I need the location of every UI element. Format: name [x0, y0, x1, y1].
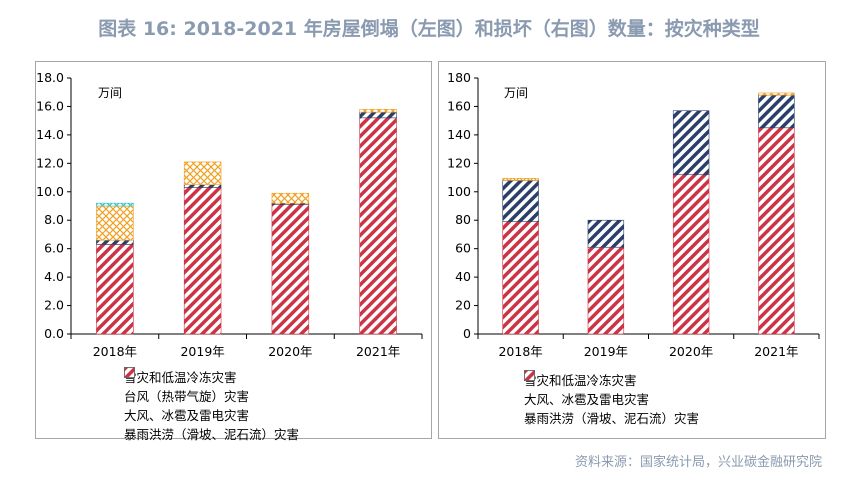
bar-segment-wind_ice	[587, 219, 625, 248]
x-tick-label: 2021年	[754, 344, 798, 359]
y-tick-label: 2.0	[44, 298, 64, 313]
x-tick-label: 2021年	[356, 344, 400, 359]
legend-item-rain: 暴雨洪涝（滑坡、泥石流）灾害	[524, 370, 700, 427]
right-unit-label: 万间	[504, 86, 529, 100]
bar-segment-rain	[359, 117, 397, 335]
y-tick-label: 16.0	[36, 98, 64, 113]
y-tick-label: 180	[447, 70, 471, 85]
left-chart-panel: 0.0 2.0 4.0 6.0 8.0 10.0 12.0 14.0 16.0 18.0 2018年…	[35, 61, 432, 442]
bar-segment-wind_ice	[502, 180, 539, 222]
legend-swatch-rain	[124, 367, 135, 378]
y-tick-label: 140	[447, 127, 471, 142]
bar-segment-rain	[502, 221, 539, 335]
bar-segment-wind_ice	[758, 94, 795, 129]
right-chart-svg: 0 20 40 60 80 100 120 140 160 180 2018年 2019年 2020年 2…	[447, 70, 820, 359]
legend-item-wind_ice: 大风、冰雹及雷电灾害	[124, 367, 299, 424]
right-chart-panel: 0 20 40 60 80 100 120 140 160 180 2018年 2019年 2020年 2…	[438, 61, 826, 439]
legend-swatch-fill	[124, 367, 135, 378]
bar-segment-typhoon	[183, 161, 222, 185]
y-tick-label: 40	[455, 269, 471, 284]
y-tick-label: 12.0	[36, 155, 64, 170]
legend-item-wind_ice: 大风、冰雹及雷电灾害	[524, 370, 699, 408]
y-tick-label: 4.0	[44, 269, 64, 284]
bar-segment-wind_ice	[359, 111, 397, 119]
y-tick-label: 60	[455, 241, 471, 256]
y-tick-label: 100	[447, 184, 471, 199]
x-tick-label: 2020年	[268, 344, 312, 359]
bar-segment-rain	[183, 187, 222, 335]
bar-segment-wind_ice	[96, 239, 134, 245]
y-tick-label: 14.0	[36, 127, 64, 142]
y-tick-label: 8.0	[44, 212, 64, 227]
y-tick-label: 160	[447, 98, 471, 113]
bar-segment-wind_ice	[183, 184, 222, 188]
y-tick-label: 0.0	[44, 326, 64, 341]
bar-segment-snow	[96, 202, 134, 207]
x-tick-label: 2018年	[93, 344, 137, 359]
bar-segment-rain	[672, 174, 710, 335]
legend-label: 大风、冰雹及雷电灾害	[124, 408, 250, 423]
left-chart-svg: 0.0 2.0 4.0 6.0 8.0 10.0 12.0 14.0 16.0 18.0 2018年…	[36, 70, 423, 359]
legend-item-typhoon: 台风（热带气旋）灾害	[124, 367, 299, 405]
y-tick-label: 18.0	[36, 70, 64, 85]
bar-segment-wind_ice	[672, 110, 710, 176]
y-tick-label: 6.0	[44, 241, 64, 256]
x-tick-label: 2020年	[669, 344, 713, 359]
left-legend: 雪灾和低温冷冻灾害 台风（热带气旋）灾害 大风、冰雹及雷电灾害暴雨洪涝（滑坡、泥石流…	[124, 367, 299, 443]
right-legend: 雪灾和低温冷冻灾害 大风、冰雹及雷电灾害暴雨洪涝（滑坡、泥石流）灾害	[524, 370, 699, 427]
legend-swatch-fill	[524, 370, 535, 381]
chart-title: 图表 16: 2018-2021 年房屋倒塌（左图）和损坏（右图）数量：按灾种类…	[98, 18, 760, 40]
legend-item-snow: 雪灾和低温冷冻灾害	[124, 367, 299, 386]
legend-item-rain: 暴雨洪涝（滑坡、泥石流）灾害	[124, 367, 300, 443]
legend-label: 台风（热带气旋）灾害	[124, 389, 250, 404]
x-tick-label: 2018年	[498, 344, 542, 359]
legend-swatch-rain	[524, 370, 535, 381]
bar-segment-typhoon	[502, 177, 539, 181]
source-note: 资料来源：国家统计局，兴业碳金融研究院	[574, 455, 822, 470]
x-tick-label: 2019年	[584, 344, 628, 359]
bar-segment-typhoon	[359, 108, 397, 113]
y-tick-label: 10.0	[36, 184, 64, 199]
y-tick-label: 0	[463, 326, 471, 341]
bar-segment-typhoon	[96, 205, 134, 241]
legend-label: 暴雨洪涝（滑坡、泥石流）灾害	[124, 427, 300, 442]
y-tick-label: 120	[447, 155, 471, 170]
bar-segment-rain	[587, 246, 625, 335]
legend-item-typhoon: 雪灾和低温冷冻灾害	[524, 370, 699, 389]
x-tick-label: 2019年	[180, 344, 224, 359]
bar-segment-rain	[96, 244, 134, 335]
legend-label: 雪灾和低温冷冻灾害	[124, 370, 237, 385]
bar-segment-typhoon	[758, 92, 795, 96]
bar-segment-typhoon	[271, 192, 310, 204]
legend-label: 暴雨洪涝（滑坡、泥石流）灾害	[524, 411, 700, 426]
left-unit-label: 万间	[98, 86, 123, 100]
bar-segment-rain	[758, 127, 795, 335]
legend-label: 雪灾和低温冷冻灾害	[524, 373, 637, 388]
y-tick-label: 80	[455, 212, 471, 227]
legend-label: 大风、冰雹及雷电灾害	[524, 392, 650, 407]
bar-segment-rain	[271, 204, 310, 335]
y-tick-label: 20	[455, 298, 471, 313]
